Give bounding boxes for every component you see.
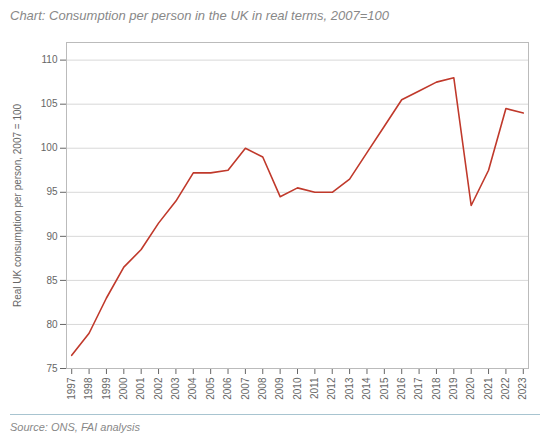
svg-text:2009: 2009: [274, 377, 285, 400]
svg-text:2011: 2011: [309, 377, 320, 399]
svg-text:95: 95: [46, 186, 58, 197]
svg-text:2016: 2016: [396, 377, 407, 400]
svg-text:2020: 2020: [465, 377, 476, 400]
svg-text:1997: 1997: [66, 377, 77, 400]
svg-text:2007: 2007: [240, 377, 251, 400]
svg-text:2006: 2006: [222, 377, 233, 400]
svg-text:75: 75: [46, 363, 58, 374]
svg-text:2021: 2021: [483, 377, 494, 400]
svg-text:100: 100: [41, 142, 58, 153]
html-text:Chart: Consumption per person: Chart: Consumption per person in the UK …: [10, 8, 389, 23]
svg-text:110: 110: [42, 54, 58, 65]
svg-text:2022: 2022: [500, 377, 511, 400]
svg-text:2012: 2012: [326, 377, 337, 400]
svg-text:105: 105: [41, 98, 58, 109]
html-text:Source: ONS, FAI analysis: Source: ONS, FAI analysis: [10, 421, 140, 433]
svg-text:2005: 2005: [205, 377, 216, 400]
svg-text:2001: 2001: [135, 377, 146, 400]
svg-text:2023: 2023: [517, 377, 528, 400]
svg-text:2017: 2017: [413, 377, 424, 400]
svg-text:2002: 2002: [153, 377, 164, 400]
svg-text:1998: 1998: [83, 377, 94, 400]
svg-text:2019: 2019: [448, 377, 459, 400]
svg-text:2013: 2013: [344, 377, 355, 400]
svg-text:2015: 2015: [379, 377, 390, 400]
svg-text:80: 80: [46, 319, 58, 330]
svg-text:2004: 2004: [187, 377, 198, 400]
svg-text:85: 85: [46, 275, 58, 286]
svg-text:1999: 1999: [101, 377, 112, 400]
svg-text:Real UK consumption per person: Real UK consumption per person, 2007 = 1…: [12, 103, 23, 307]
svg-text:2018: 2018: [431, 377, 442, 400]
svg-text:90: 90: [46, 231, 58, 242]
svg-text:2008: 2008: [257, 377, 268, 400]
svg-text:2000: 2000: [118, 377, 129, 400]
svg-text:2014: 2014: [361, 377, 372, 400]
svg-text:2003: 2003: [170, 377, 181, 400]
svg-text:2010: 2010: [292, 377, 303, 400]
